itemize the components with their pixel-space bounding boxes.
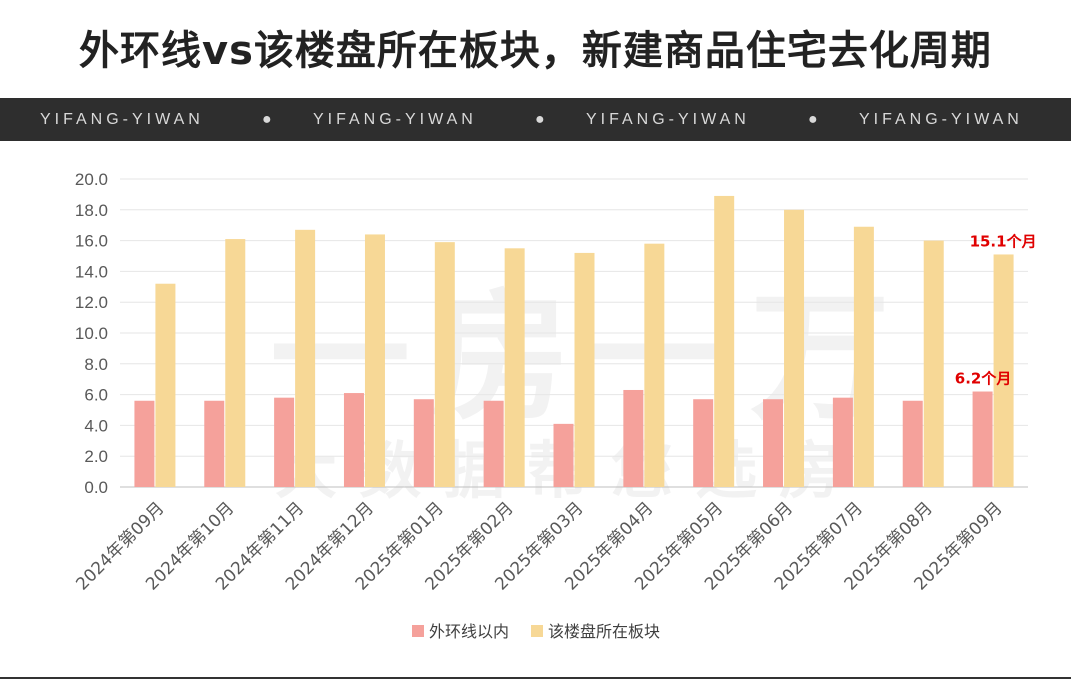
bar-inner-ring [902, 400, 923, 487]
bar-inner-ring [274, 397, 295, 487]
y-tick-label: 18.0 [75, 201, 108, 220]
bar-district [364, 234, 385, 487]
y-tick-label: 10.0 [75, 324, 108, 343]
brand-banner: YIFANG-YIWAN ● YIFANG-YIWAN ● YIFANG-YIW… [0, 98, 1071, 141]
bar-inner-ring [763, 399, 784, 487]
bar-inner-ring [623, 389, 644, 487]
legend-label: 该楼盘所在板块 [548, 622, 660, 641]
bar-inner-ring [693, 399, 714, 487]
bar-inner-ring [134, 400, 155, 487]
y-tick-label: 4.0 [84, 416, 108, 435]
bar-district [504, 248, 525, 487]
bar-district [853, 226, 874, 487]
bar-district [155, 283, 176, 487]
legend-swatch [531, 625, 543, 637]
y-tick-label: 8.0 [84, 355, 108, 374]
bar-district [784, 209, 805, 488]
bar-inner-ring [483, 400, 504, 487]
y-tick-label: 2.0 [84, 447, 108, 466]
bar-inner-ring [553, 423, 574, 487]
bar-district [574, 252, 595, 487]
y-tick-label: 20.0 [75, 170, 108, 189]
legend-swatch [412, 625, 424, 637]
bar-district [434, 242, 455, 487]
bar-district [225, 239, 246, 487]
y-tick-label: 12.0 [75, 293, 108, 312]
bar-inner-ring [343, 393, 364, 487]
banner-text-1: YIFANG-YIWAN [40, 110, 204, 128]
banner-text-4: YIFANG-YIWAN [859, 110, 1023, 128]
bottom-divider [0, 677, 1071, 679]
y-tick-label: 6.0 [84, 386, 108, 405]
bar-district [714, 195, 735, 487]
page-title: 外环线vs该楼盘所在板块，新建商品住宅去化周期 [79, 28, 992, 74]
y-tick-label: 16.0 [75, 232, 108, 251]
bar-district [295, 229, 316, 487]
banner-text-3: YIFANG-YIWAN [586, 110, 750, 128]
banner-dot-2: ● [535, 110, 549, 128]
y-tick-label: 14.0 [75, 262, 108, 281]
data-label: 6.2个月 [955, 370, 1012, 388]
bar-inner-ring [972, 391, 993, 487]
data-label: 15.1个月 [970, 232, 1037, 250]
y-tick-label: 0.0 [84, 478, 108, 497]
bar-inner-ring [204, 400, 225, 487]
banner-dot-3: ● [808, 110, 822, 128]
banner-dot-1: ● [262, 110, 276, 128]
bar-district [644, 243, 665, 487]
bar-chart: 0.02.04.06.08.010.012.014.016.018.020.02… [72, 170, 1037, 641]
bar-inner-ring [832, 397, 853, 487]
legend-label: 外环线以内 [429, 622, 509, 641]
banner-text-2: YIFANG-YIWAN [313, 110, 477, 128]
bar-district [923, 240, 944, 487]
bar-district [993, 254, 1014, 487]
bar-inner-ring [413, 399, 434, 487]
